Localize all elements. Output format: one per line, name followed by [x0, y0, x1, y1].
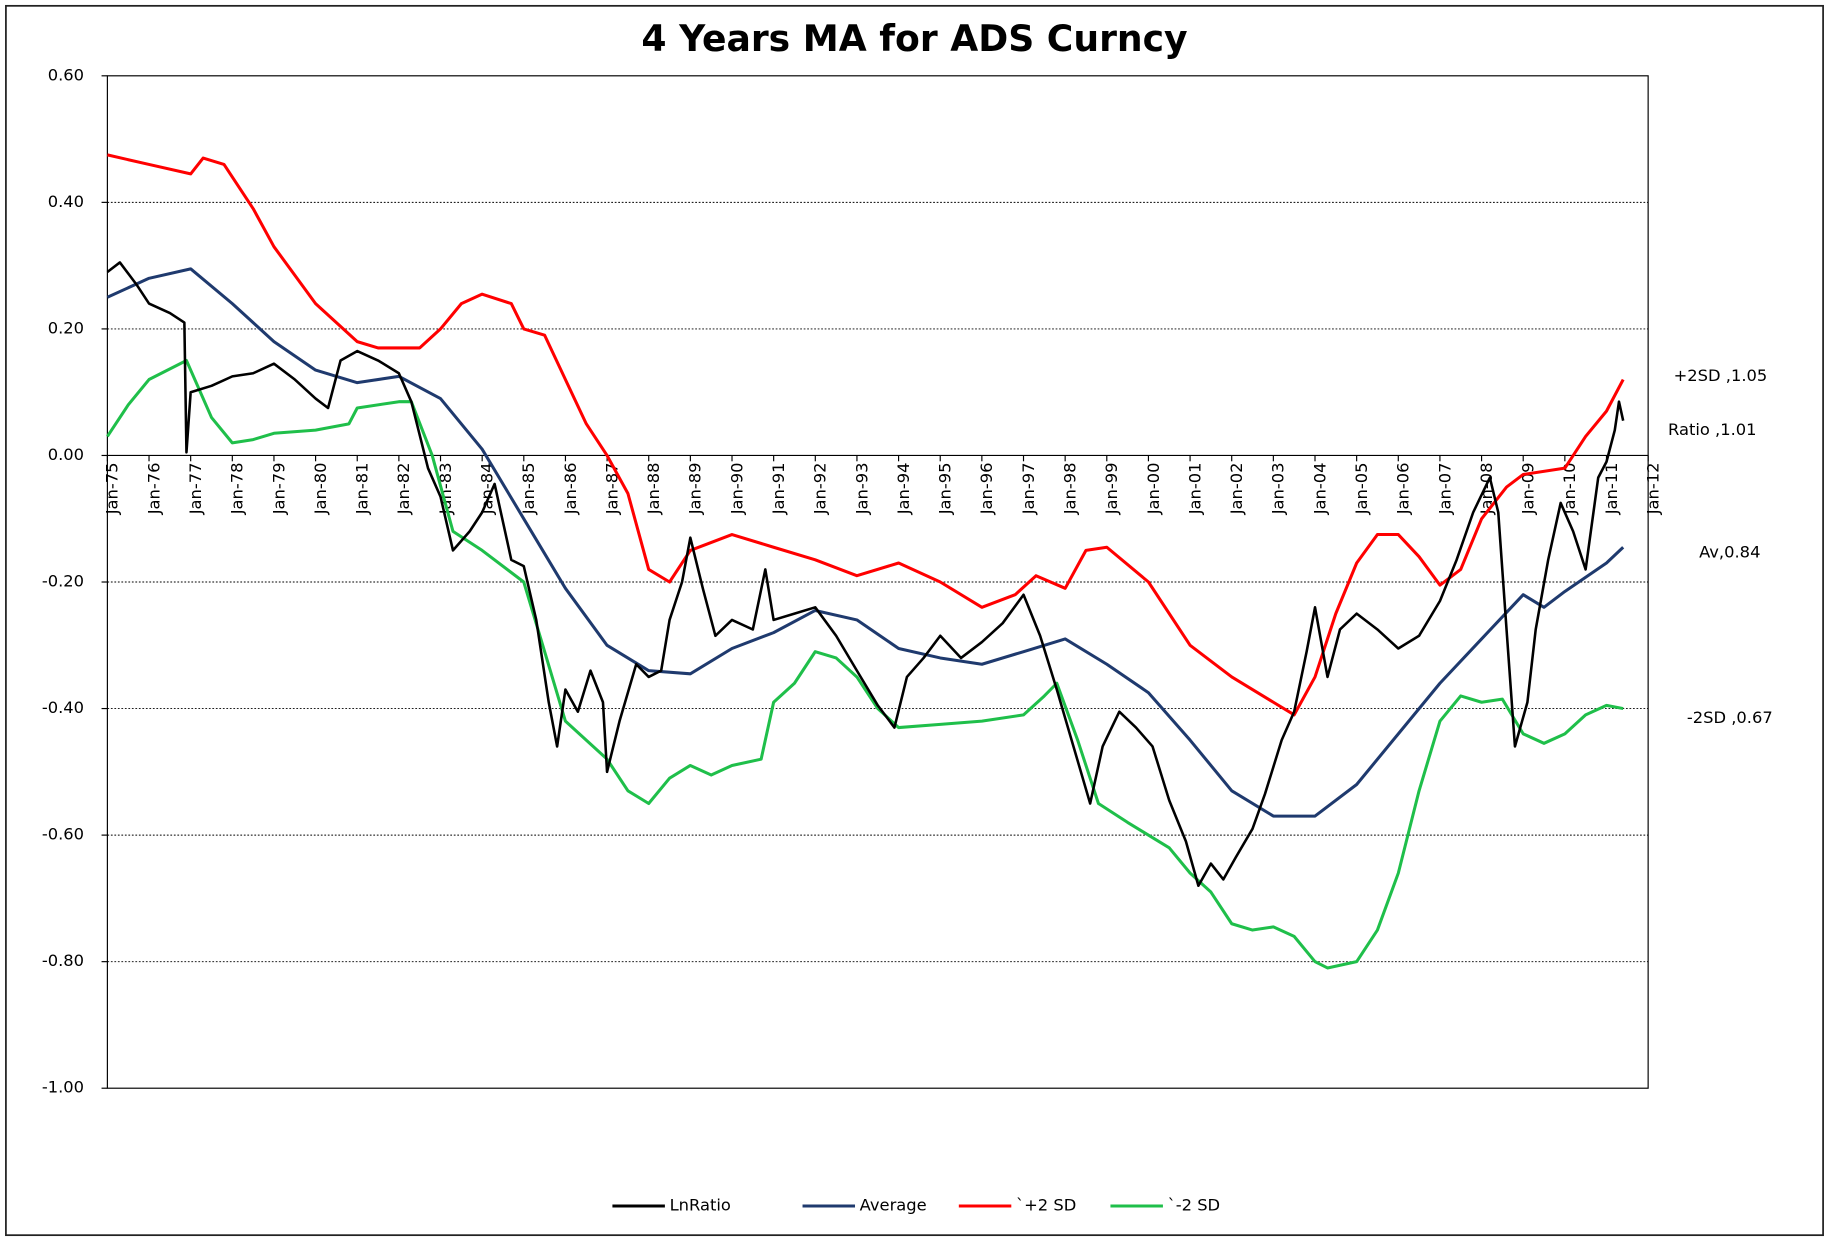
legend-label: `-2 SD [1168, 1196, 1221, 1215]
y-tick-label: -0.60 [42, 825, 84, 844]
y-tick-label: -0.20 [42, 572, 84, 591]
x-tick-label: Jan-91 [769, 462, 788, 515]
annotation: +2SD ,1.05 [1674, 366, 1768, 385]
legend-label: `+2 SD [1016, 1196, 1076, 1215]
annotation: Ratio ,1.01 [1668, 420, 1757, 439]
x-tick-label: Jan-97 [1019, 462, 1038, 515]
x-tick-label: Jan-03 [1269, 462, 1288, 515]
x-tick-label: Jan-11 [1602, 462, 1621, 515]
x-tick-label: Jan-85 [519, 462, 538, 515]
series-line [106, 261, 1625, 888]
x-tick-label: Jan-08 [1477, 462, 1496, 515]
x-tick-label: Jan-99 [1102, 462, 1121, 515]
x-tick-label: Jan-06 [1394, 462, 1413, 515]
x-tick-label: Jan-89 [686, 462, 705, 515]
x-tick-label: Jan-79 [269, 462, 288, 515]
legend-label: Average [860, 1196, 927, 1215]
series-line [107, 153, 1625, 717]
x-tick-label: Jan-07 [1435, 462, 1454, 515]
x-tick-label: Jan-12 [1643, 462, 1662, 515]
y-tick-label: -1.00 [42, 1078, 84, 1097]
y-tick-label: 0.60 [48, 65, 84, 84]
annotation: -2SD ,0.67 [1687, 708, 1773, 727]
y-tick-label: -0.80 [42, 951, 84, 970]
x-tick-label: Jan-92 [811, 462, 830, 515]
y-tick-label: 0.20 [48, 318, 84, 337]
x-tick-label: Jan-90 [727, 462, 746, 515]
x-tick-label: Jan-04 [1310, 462, 1329, 515]
x-tick-label: Jan-77 [186, 462, 205, 515]
x-tick-label: Jan-98 [1060, 462, 1079, 515]
x-tick-label: Jan-75 [103, 462, 122, 515]
x-tick-label: Jan-00 [1144, 462, 1163, 515]
legend-label: LnRatio [670, 1196, 731, 1215]
x-tick-label: Jan-88 [644, 462, 663, 515]
x-tick-label: Jan-96 [977, 462, 996, 515]
x-tick-label: Jan-84 [477, 462, 496, 515]
x-tick-label: Jan-80 [311, 462, 330, 515]
x-tick-label: Jan-05 [1352, 462, 1371, 515]
x-tick-label: Jan-02 [1227, 462, 1246, 515]
x-tick-label: Jan-76 [144, 462, 163, 515]
chart-title: 4 Years MA for ADS Curncy [641, 17, 1187, 60]
x-tick-label: Jan-95 [936, 462, 955, 515]
series-line [106, 267, 1625, 818]
annotation: Av,0.84 [1699, 542, 1760, 561]
x-tick-label: Jan-93 [852, 462, 871, 515]
x-tick-label: Jan-81 [353, 462, 372, 515]
x-tick-label: Jan-86 [561, 462, 580, 515]
x-tick-label: Jan-01 [1185, 462, 1204, 515]
x-tick-label: Jan-10 [1560, 462, 1579, 515]
y-tick-label: 0.00 [48, 445, 84, 464]
series-line [106, 359, 1624, 970]
y-tick-label: -0.40 [42, 698, 84, 717]
x-tick-label: Jan-94 [894, 462, 913, 515]
y-tick-label: 0.40 [48, 192, 84, 211]
x-tick-label: Jan-82 [394, 462, 413, 515]
x-tick-label: Jan-09 [1519, 462, 1538, 515]
x-tick-label: Jan-78 [228, 462, 247, 515]
x-tick-label: Jan-87 [602, 462, 621, 515]
